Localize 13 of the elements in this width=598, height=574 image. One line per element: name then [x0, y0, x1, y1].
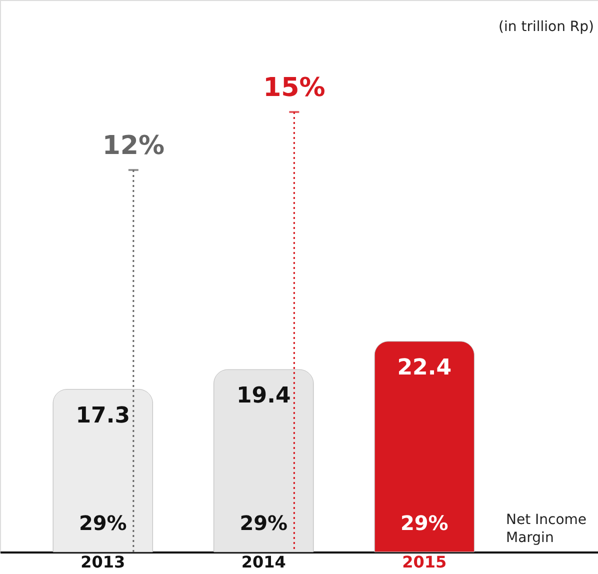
annotation: 29% [240, 511, 288, 535]
data-label: 22.4 [397, 355, 452, 380]
x-tick-label: 2014 [241, 552, 286, 572]
x-tick-label: 2015 [402, 552, 447, 572]
annotation: 29% [78, 511, 127, 535]
x-tick-label: 2013 [80, 552, 126, 572]
annotation: (in trillion Rp) [498, 19, 594, 35]
data-label: 19.4 [236, 384, 291, 409]
annotation: 12% [102, 131, 165, 161]
annotation: Net Income Margin [506, 512, 587, 546]
annotation: 29% [400, 511, 448, 535]
annotation: 15% [263, 73, 326, 103]
data-label: 17.3 [76, 403, 130, 428]
